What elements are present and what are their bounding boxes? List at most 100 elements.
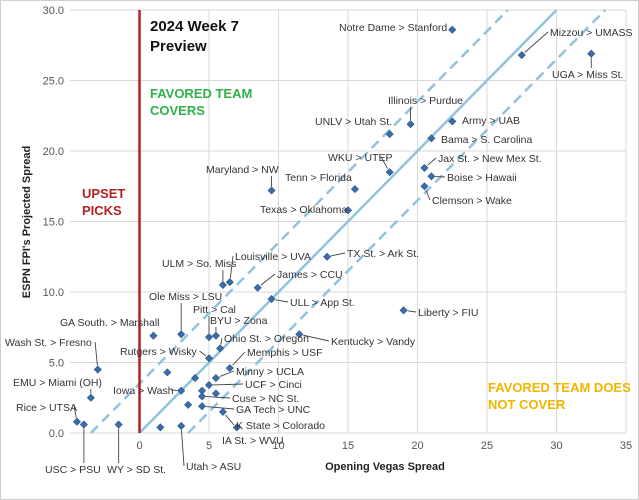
leader-minny-ucla [219, 370, 235, 377]
label-clemson-wake: Clemson > Wake [432, 195, 512, 207]
label-pitt-cal: Pitt > Cal [193, 304, 236, 316]
x-axis-title: Opening Vegas Spread [325, 461, 445, 473]
diagonal-band-upper [89, 9, 509, 434]
label-byu-zona: BYU > Zona [210, 315, 268, 327]
leader-louisville-uva [229, 255, 234, 279]
label-wku-utep: WKU > UTEP [328, 152, 392, 164]
point-utah-asu [177, 421, 186, 430]
point-kentucky-vandy [295, 330, 304, 339]
point-boise-hawaii [427, 172, 436, 181]
label-ull-app-st: ULL > App St. [290, 297, 355, 309]
point-james-ccu [253, 283, 262, 292]
y-tick-label: 15.0 [43, 217, 64, 229]
label-army-uab: Army > UAB [462, 115, 520, 127]
leader-jax-st-new-mex-st [427, 157, 437, 166]
region-label-upset: UPSET [82, 186, 125, 201]
point-ulm-so-miss [218, 280, 227, 289]
y-axis-title: ESPN FPI's Projected Spread [21, 146, 33, 298]
region-label-not-cover: FAVORED TEAM DOES [488, 380, 631, 395]
y-tick-label: 30.0 [43, 5, 64, 17]
y-tick-label: 5.0 [49, 358, 64, 370]
label-mizzou-umass: Mizzou > UMASS [550, 27, 633, 39]
label-rutgers-wisky: Rutgers > Wisky [120, 346, 197, 358]
label-louisville-uva: Louisville > UVA [235, 251, 311, 263]
region-label-covers: FAVORED TEAM [150, 86, 252, 101]
x-tick-label: 20 [411, 440, 423, 452]
label-maryland-nw: Maryland > NW [206, 164, 279, 176]
point-ga-south-marshall [149, 331, 158, 340]
label-ucf-cinci: UCF > Cinci [245, 379, 302, 391]
leader-james-ccu [260, 273, 276, 286]
y-tick-label: 20.0 [43, 146, 64, 158]
point-wy-sd-st [114, 420, 123, 429]
label-ohio-st-oregon: Ohio St. > Oregon [224, 333, 309, 345]
point-wash-st-fresno [93, 365, 102, 374]
point-mizzou-umass [517, 51, 526, 60]
x-tick-label: 25 [481, 440, 493, 452]
point-ucf-cinci [204, 381, 214, 390]
leader-rice-utsa [73, 406, 77, 418]
y-tick-label: 0.0 [49, 428, 64, 440]
region-label-covers: COVERS [150, 103, 205, 118]
chart-title-line-2: Preview [150, 38, 207, 55]
x-tick-label: 30 [550, 440, 562, 452]
leader-ull-app-st [275, 299, 289, 303]
leader-clemson-wake [425, 189, 431, 201]
label-ia-st-wvu: IA St. > WVU [222, 435, 284, 447]
x-tick-label: 0 [136, 440, 142, 452]
label-texas-oklahoma: Texas > Oklahoma [260, 204, 347, 216]
label-notre-dame-stanford: Notre Dame > Stanford [339, 22, 447, 34]
data-points [72, 25, 596, 432]
point-unlabeled-2 [211, 389, 220, 398]
point-louisville-uva [225, 278, 234, 287]
leader-rutgers-wisky [199, 350, 207, 357]
label-james-ccu: James > CCU [277, 269, 343, 281]
label-boise-hawaii: Boise > Hawaii [447, 172, 517, 184]
label-ole-miss-lsu: Ole Miss > LSU [149, 291, 222, 303]
leader-tx-st-ark-st [330, 252, 346, 257]
label-illinois-purdue: Illinois > Purdue [388, 95, 463, 107]
point-texas-oklahoma [343, 206, 353, 215]
point-unlabeled-5 [198, 386, 207, 395]
leader-utah-asu [181, 429, 185, 467]
region-label-upset: PICKS [82, 203, 122, 218]
label-unlv-utah-st: UNLV > Utah St. [315, 116, 392, 128]
point-labels: Notre Dame > Stanford Mizzou > UMASS UGA >… [5, 22, 633, 476]
point-maryland-nw [267, 186, 276, 195]
leader-ohio-st-oregon [220, 337, 223, 345]
region-labels: FAVORED TEAM COVERS UPSET PICKS FAVORED TEAM… [82, 86, 631, 412]
point-bama-s-carolina [427, 134, 436, 143]
label-uga-miss-st: UGA > Miss St. [552, 69, 623, 81]
point-emu-miami-oh [86, 393, 95, 402]
leader-mizzou-umass [524, 31, 549, 53]
leader-kentucky-vandy [303, 334, 330, 342]
point-k-state-colorado [218, 407, 227, 416]
label-ga-south-marshall: GA South. > Marshall [60, 317, 160, 329]
point-cuse-nc-st [198, 392, 207, 401]
label-tenn-florida: Tenn > Florida [285, 172, 352, 184]
point-byu-zona [211, 331, 220, 340]
label-ga-tech-unc: GA Tech > UNC [236, 404, 311, 416]
y-tick-label: 25.0 [43, 76, 64, 88]
point-iowa-wash [177, 386, 186, 395]
point-pitt-cal [204, 333, 214, 342]
x-tick-label: 10 [272, 440, 284, 452]
diagonal-line-main [138, 9, 558, 434]
label-minny-ucla: Minny > UCLA [236, 366, 304, 378]
leader-liberty-fiu [407, 310, 417, 313]
leader-k-state-colorado [225, 414, 235, 426]
x-tick-label: 5 [206, 440, 212, 452]
point-memphis-usf [225, 364, 234, 373]
label-wy-sd-st: WY > SD St. [107, 464, 166, 476]
x-tick-label: 35 [620, 440, 632, 452]
label-wash-st-fresno: Wash St. > Fresno [5, 337, 92, 349]
x-tick-labels: 0 5 10 15 20 25 30 35 [136, 440, 632, 452]
gridlines [70, 9, 627, 434]
point-unlv-utah-st [385, 130, 394, 139]
point-ga-tech-unc [198, 402, 207, 411]
point-jax-st-new-mex-st [420, 163, 429, 172]
label-iowa-wash: Iowa > Wash [113, 385, 174, 397]
leader-ucf-cinci [212, 383, 244, 386]
point-rice-utsa [72, 417, 81, 426]
label-memphis-usf: Memphis > USF [247, 347, 323, 359]
